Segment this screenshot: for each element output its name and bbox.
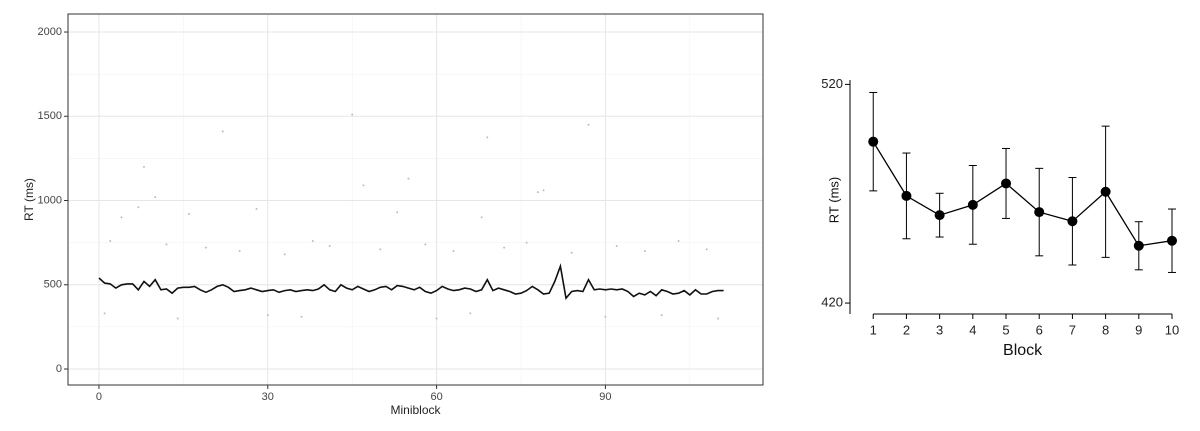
rt-point: [154, 196, 157, 199]
rt-point: [379, 248, 382, 251]
x-tick-label: 7: [1069, 322, 1076, 337]
rt-point: [255, 207, 258, 210]
y-tick-label: 2000: [38, 26, 62, 38]
rt-point: [536, 191, 539, 194]
rt-point: [238, 250, 241, 253]
y-tick-label: 420: [821, 295, 843, 310]
x-tick-label: 5: [1002, 322, 1009, 337]
mean-point: [1167, 235, 1177, 246]
mean-point: [901, 190, 912, 201]
rt-point: [407, 177, 410, 180]
rt-point: [351, 113, 354, 116]
x-axis-label: Miniblock: [390, 403, 441, 417]
rt-point: [300, 315, 303, 318]
rt-point: [716, 317, 719, 320]
rt-point: [165, 243, 168, 246]
y-tick-label: 520: [821, 76, 843, 91]
x-tick-label: 10: [1165, 322, 1179, 337]
x-tick-label: 60: [430, 391, 442, 403]
x-tick-label: 9: [1135, 322, 1142, 337]
rt-point: [283, 253, 286, 256]
rt-point: [587, 123, 590, 126]
rt-point: [542, 189, 545, 192]
rt-point: [204, 246, 207, 249]
y-tick-label: 1500: [38, 110, 62, 122]
rt-point: [362, 184, 365, 187]
rt-point: [103, 312, 106, 315]
x-tick-label: 1: [870, 322, 877, 337]
rt-point: [142, 165, 145, 168]
x-tick-label: 3: [936, 322, 943, 337]
mean-point: [1001, 178, 1012, 189]
y-tick-label: 500: [44, 279, 62, 291]
mean-point: [1133, 240, 1144, 251]
rt-point: [137, 206, 140, 209]
mean-point: [1034, 207, 1045, 218]
rt-point: [452, 250, 455, 253]
x-tick-label: 30: [262, 391, 274, 403]
rt-point: [486, 136, 489, 139]
x-axis-label: Block: [1003, 342, 1043, 359]
mean-line: [872, 141, 1173, 247]
plot-frame: [67, 13, 764, 386]
x-tick-label: 8: [1102, 322, 1109, 337]
rt-point: [570, 251, 573, 254]
rt-point: [176, 317, 179, 320]
rt-point: [221, 130, 224, 133]
rt-point: [615, 245, 618, 248]
rt-point: [643, 250, 646, 253]
mean-point: [967, 199, 978, 210]
rt-point: [480, 216, 483, 219]
x-tick-label: 4: [969, 322, 976, 337]
rt-point: [424, 243, 427, 246]
mean-line: [98, 263, 724, 301]
rt-point: [328, 245, 331, 248]
x-tick-label: 0: [96, 391, 102, 403]
x-tick-label: 2: [903, 322, 910, 337]
rt-point: [120, 216, 123, 219]
mean-point: [934, 210, 945, 221]
mean-point: [1067, 216, 1078, 227]
rt-point: [503, 246, 506, 249]
rt-point: [266, 314, 269, 317]
rt-point: [396, 211, 399, 214]
rt-point: [187, 212, 190, 215]
mean-point: [1100, 186, 1111, 197]
rt-point: [604, 315, 607, 318]
y-tick-label: 0: [56, 363, 62, 375]
y-axis-label: RT (ms): [22, 178, 36, 221]
mean-point: [868, 136, 879, 147]
rt-point: [469, 312, 472, 315]
rt-point: [705, 248, 708, 251]
rt-point: [660, 314, 663, 317]
rt-point: [109, 239, 112, 242]
x-tick-label: 6: [1036, 322, 1043, 337]
y-axis-label: RT (ms): [826, 177, 841, 223]
x-tick-label: 90: [599, 391, 611, 403]
rt-point: [525, 241, 528, 244]
y-tick-label: 1000: [38, 194, 62, 206]
rt-point: [677, 239, 680, 242]
rt-point: [311, 239, 314, 242]
rt-point: [435, 317, 438, 320]
